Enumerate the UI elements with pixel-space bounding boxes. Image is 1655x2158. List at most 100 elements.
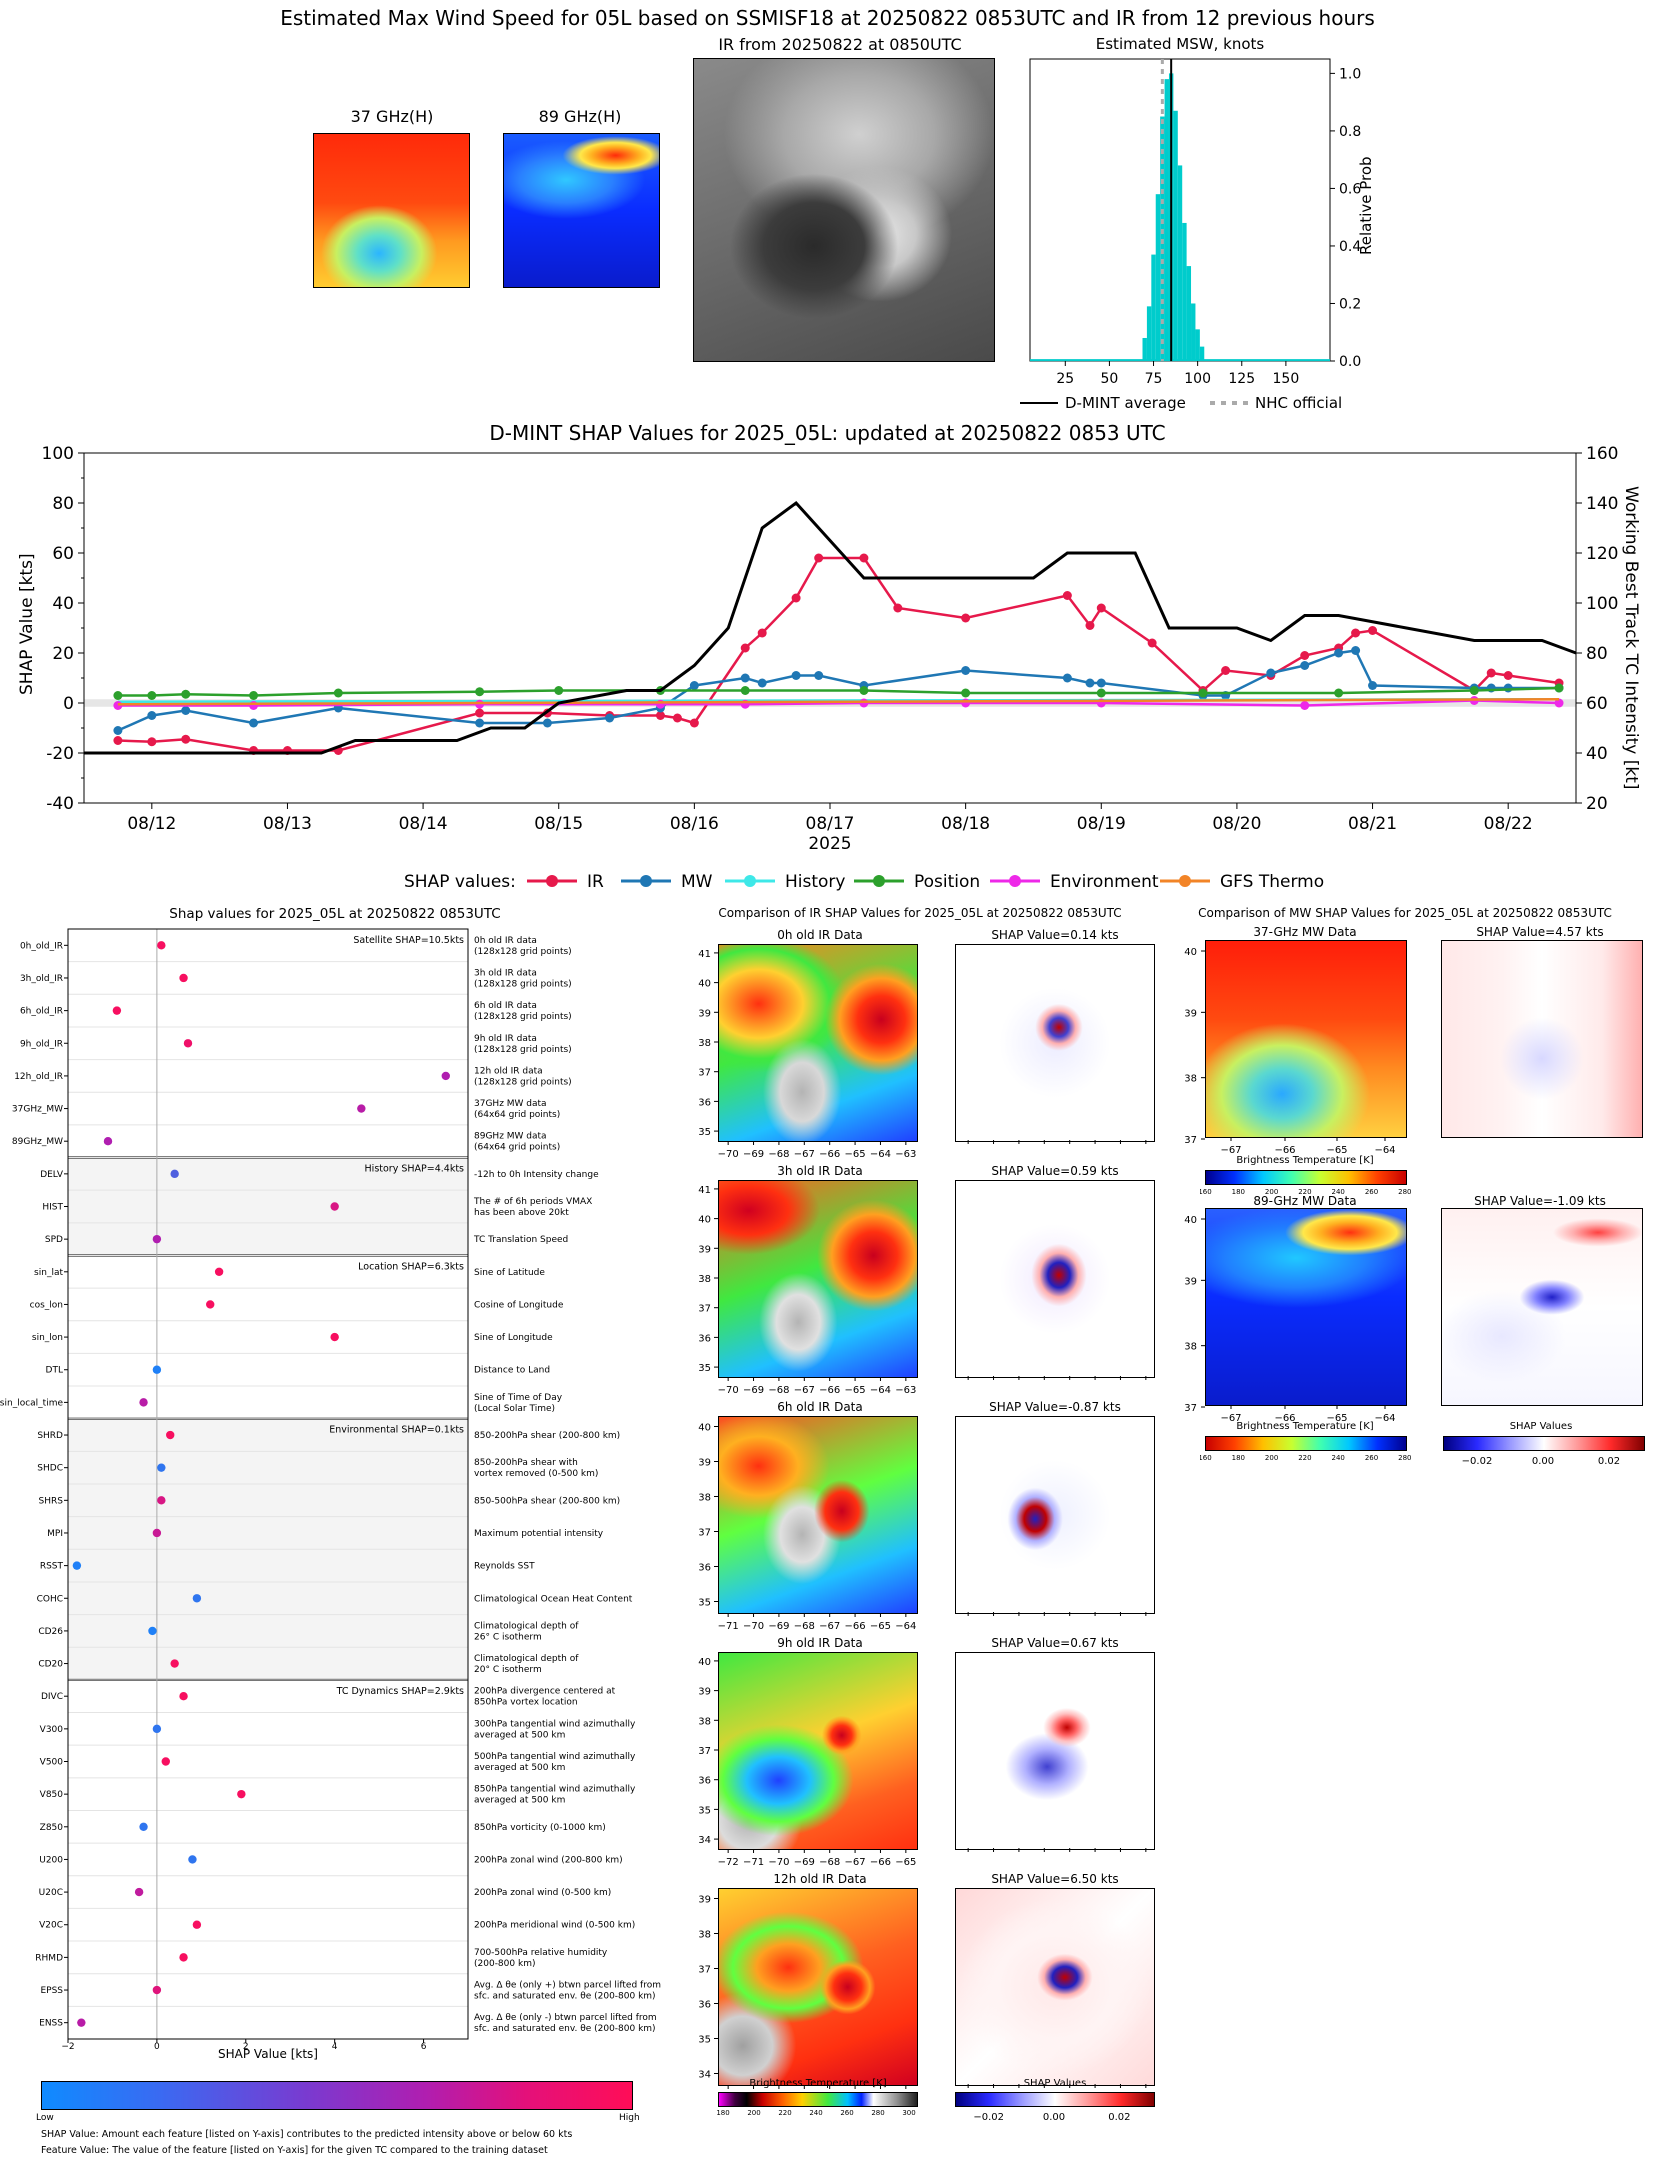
- feature-desc: (128x128 grid points): [474, 1077, 572, 1087]
- feature-point: [157, 1496, 166, 1505]
- group-label: TC Dynamics SHAP=2.9kts: [336, 1686, 464, 1697]
- ir-ytick-label: 39: [698, 1458, 711, 1469]
- mw-ytick-label: 37: [1184, 1135, 1197, 1146]
- hist-bar: [1177, 165, 1183, 361]
- group-label: Satellite SHAP=10.5kts: [353, 935, 464, 946]
- feature-desc: Climatological depth of: [474, 1654, 579, 1664]
- feature-label: RHMD: [35, 1953, 63, 1963]
- ir-shap-colorbar: [955, 2092, 1155, 2107]
- mw-bt-cbar-tick: 220: [1298, 1188, 1311, 1196]
- feature-label: 12h_old_IR: [14, 1072, 63, 1082]
- feature-point: [152, 1234, 162, 1244]
- series-point-ir: [791, 593, 801, 603]
- ir-bt-cbar-label: Brightness Temperature [K]: [749, 2078, 887, 2089]
- mw-bt-cbar-tick: 200: [1265, 1454, 1278, 1462]
- ir-ytick-label: 38: [698, 1930, 711, 1941]
- mw-bt-cbar-ticks: 160 180 200 220 240 260 280: [1200, 1454, 1411, 1462]
- legend-label: Position: [914, 872, 980, 892]
- series-point-environment: [249, 701, 259, 710]
- series-point-mw: [1351, 646, 1361, 655]
- hist-xtick-label: 50: [1100, 371, 1118, 387]
- mw-bt-cbar-tick: 200: [1265, 1188, 1278, 1196]
- ir-panel-title: 3h old IR Data: [777, 1164, 863, 1178]
- feat-title: Shap values for 2025_05L at 20250822 085…: [169, 906, 501, 922]
- feature-desc: 3h old IR data: [474, 968, 537, 978]
- ir-bt-cbar-tick: 240: [809, 2109, 822, 2117]
- series-point-position: [1334, 688, 1344, 698]
- ir-bt-cbar-tick: 300: [902, 2109, 915, 2117]
- mw-xtick-label: −65: [1326, 1413, 1347, 1424]
- group-label: Environmental SHAP=0.1kts: [329, 1425, 464, 1436]
- legend-marker: [1009, 875, 1021, 887]
- ts-chart: -40 -20 0 20 40 60 80 100 20 40 60 80 100 120 140 160 08…: [42, 445, 1619, 895]
- cbar-high-label: High: [619, 2113, 640, 2123]
- ir-ytick-label: 37: [698, 1746, 711, 1757]
- ts-y2tick-label: 80: [1586, 644, 1608, 664]
- feature-label: V20C: [39, 1921, 63, 1931]
- mw-xtick-label: −66: [1274, 1413, 1295, 1424]
- ir-xtick-label: −69: [794, 1857, 815, 1868]
- legend-label: MW: [681, 872, 713, 892]
- ir-ytick-label: 36: [698, 2000, 711, 2011]
- ts-y2label: Working Best Track TC Intensity [kt]: [1621, 486, 1641, 790]
- feature-label: 9h_old_IR: [20, 1039, 63, 1049]
- hist-ytick-label: 0.6: [1339, 181, 1361, 197]
- mw-ytick-label: 37: [1184, 1403, 1197, 1414]
- series-point-environment: [1554, 698, 1564, 708]
- feat-colorbar: [41, 2081, 633, 2110]
- series-point-mw: [961, 666, 971, 675]
- hist-chart: 25 50 75 100 125 150 0.0 0.2 0.4 0.6 0.8 1.0 D-MINT …: [1020, 58, 1361, 412]
- series-point-ir: [859, 553, 869, 563]
- mw-shap-cbar-tick: 0.00: [1532, 1456, 1554, 1467]
- series-point-environment: [1300, 701, 1310, 710]
- legend-marker: [546, 875, 558, 887]
- series-point-mw: [757, 678, 767, 688]
- feature-point: [77, 2018, 86, 2027]
- feature-point: [183, 1039, 193, 1048]
- mw-bt-cbar-tick: 180: [1232, 1188, 1245, 1196]
- ir-xtick-label: −69: [743, 1149, 764, 1160]
- mw-comp-title: Comparison of MW SHAP Values for 2025_05…: [1198, 906, 1612, 920]
- mw-ytick-label: 40: [1184, 947, 1197, 958]
- ir-ytick-label: 35: [698, 1127, 711, 1138]
- feature-desc: (64x64 grid points): [474, 1110, 560, 1120]
- series-point-position: [961, 688, 971, 698]
- feature-desc: Avg. Δ θe (only -) btwn parcel lifted fr…: [474, 2013, 657, 2023]
- feature-desc: The # of 6h periods VMAX: [473, 1197, 592, 1207]
- feature-point: [237, 1789, 246, 1799]
- ir-xtick-label: −64: [870, 1385, 891, 1396]
- feature-point: [192, 1594, 202, 1603]
- ts-xtick-label: 08/13: [263, 814, 312, 834]
- legend-label: IR: [587, 872, 604, 892]
- feature-desc: averaged at 500 km: [474, 1796, 565, 1806]
- feature-desc: has been above 20kt: [474, 1208, 569, 1218]
- series-point-mw: [147, 711, 157, 720]
- hist-ytick-label: 0.2: [1339, 296, 1361, 312]
- ir-panel-image: [718, 1652, 918, 1850]
- mw-bt-cbar-tick: 220: [1298, 1454, 1311, 1462]
- series-point-position: [1198, 688, 1208, 698]
- feature-point: [206, 1300, 215, 1309]
- feat-plot-frame: [67, 928, 469, 2040]
- series-point-ir: [961, 613, 971, 623]
- ir-shap-axes: [967, 1376, 1147, 1380]
- mw-xtick-label: −67: [1220, 1413, 1241, 1424]
- feature-point: [148, 1626, 157, 1636]
- ir-xtick-label: −68: [768, 1149, 789, 1160]
- ir-comp-title: Comparison of IR SHAP Values for 2025_05…: [718, 906, 1122, 920]
- ir-xtick-label: −67: [794, 1149, 815, 1160]
- hist-xtick-label: 75: [1145, 371, 1163, 387]
- feature-desc: Climatological Ocean Heat Content: [474, 1594, 633, 1604]
- feature-desc: 850-500hPa shear (200-800 km): [474, 1496, 620, 1506]
- ir-xtick-label: −66: [819, 1385, 840, 1396]
- cbar-low-label: Low: [36, 2113, 54, 2123]
- ir-shap-cbar-tick: −0.02: [973, 2112, 1004, 2123]
- ir-panel-axes: 35 36 37 38 39 40 41 −70 −69 −68 −67 −66 −65 −64 −63: [698, 949, 916, 1160]
- ir-bt-cbar-tick: 200: [747, 2109, 760, 2117]
- series-line-mw: [117, 649, 1560, 732]
- feature-label: SHRD: [37, 1431, 63, 1441]
- ir-xtick-label: −66: [870, 1857, 891, 1868]
- series-point-position: [1096, 688, 1106, 698]
- mw-ytick-label: 38: [1184, 1342, 1197, 1353]
- mw-bt-cbar-tick: 160: [1200, 1188, 1212, 1196]
